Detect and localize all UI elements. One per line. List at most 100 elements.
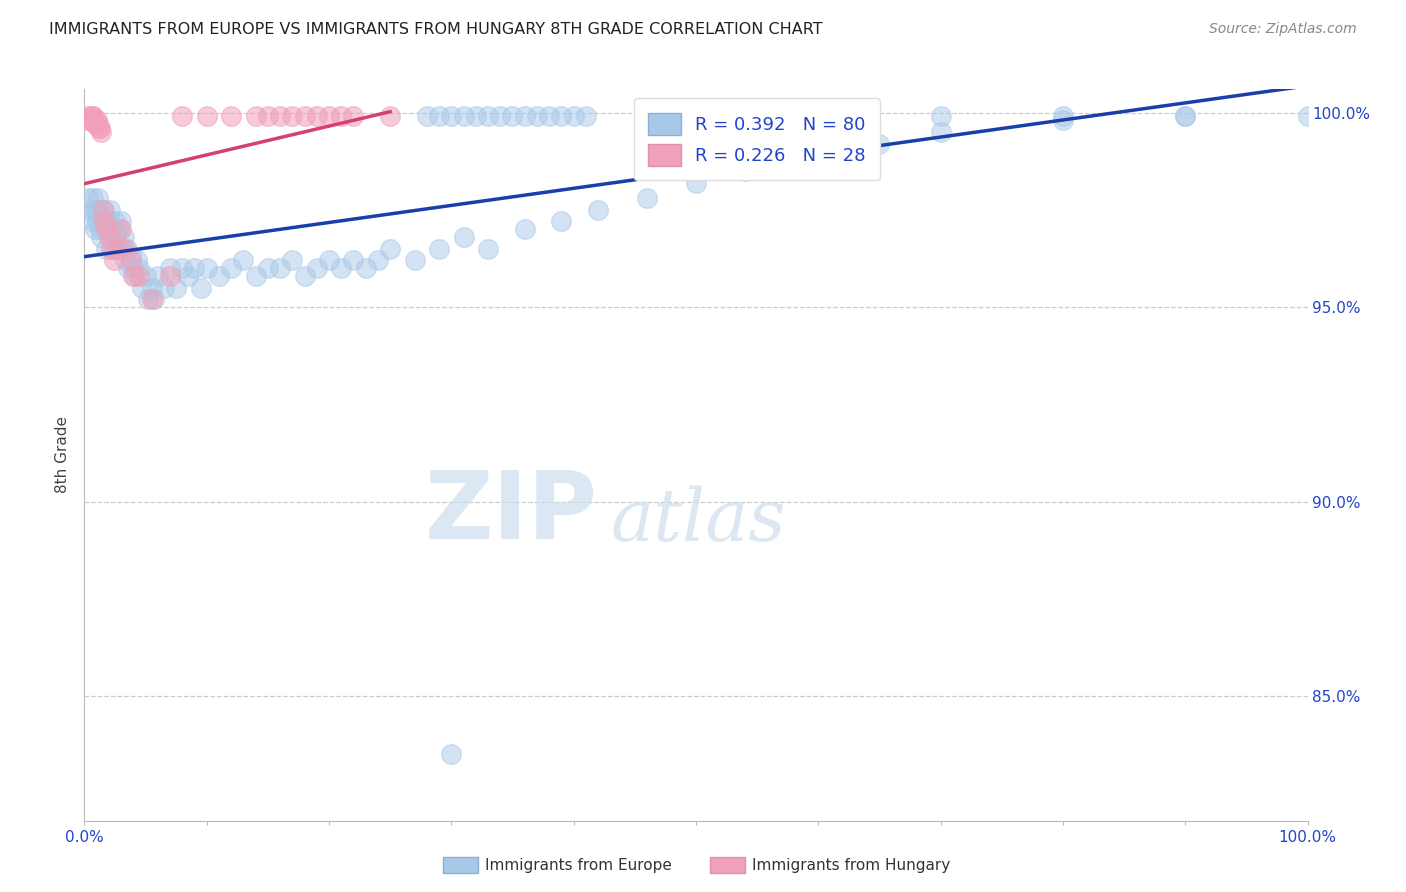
Point — [257, 110, 280, 124]
Point — [502, 110, 524, 124]
Point — [562, 110, 585, 124]
Point — [208, 268, 231, 283]
Point — [104, 214, 127, 228]
Point — [281, 253, 304, 268]
Point — [111, 242, 134, 256]
Point — [929, 125, 952, 139]
Point — [112, 230, 135, 244]
Point — [159, 261, 181, 276]
Point — [80, 110, 103, 124]
Point — [807, 110, 830, 124]
Point — [807, 145, 830, 159]
Point — [177, 268, 200, 283]
Point — [105, 242, 128, 256]
Point — [165, 280, 187, 294]
Point — [281, 110, 304, 124]
Point — [107, 222, 129, 236]
Point — [477, 242, 499, 256]
Point — [77, 113, 100, 128]
Point — [195, 110, 218, 124]
Point — [734, 164, 756, 178]
Point — [128, 268, 150, 283]
Point — [416, 110, 439, 124]
Point — [305, 261, 328, 276]
Point — [269, 261, 291, 276]
Point — [100, 242, 122, 256]
Point — [159, 268, 181, 283]
Point — [87, 117, 110, 131]
Text: IMMIGRANTS FROM EUROPE VS IMMIGRANTS FROM HUNGARY 8TH GRADE CORRELATION CHART: IMMIGRANTS FROM EUROPE VS IMMIGRANTS FRO… — [49, 22, 823, 37]
Point — [318, 253, 340, 268]
Point — [195, 261, 218, 276]
Text: Source: ZipAtlas.com: Source: ZipAtlas.com — [1209, 22, 1357, 37]
Point — [128, 261, 150, 276]
Point — [117, 261, 139, 276]
Point — [136, 293, 159, 307]
Point — [538, 110, 561, 124]
Point — [103, 242, 125, 256]
Point — [87, 191, 110, 205]
Point — [82, 110, 104, 124]
Point — [526, 110, 548, 124]
Point — [110, 222, 132, 236]
Point — [90, 230, 112, 244]
Point — [84, 113, 107, 128]
Point — [636, 191, 658, 205]
Point — [232, 253, 254, 268]
Point — [90, 125, 112, 139]
Point — [114, 253, 136, 268]
Point — [93, 202, 115, 217]
Point — [89, 222, 111, 236]
Point — [172, 261, 194, 276]
Point — [122, 261, 145, 276]
Point — [86, 113, 108, 128]
Point — [86, 214, 108, 228]
Point — [427, 110, 450, 124]
Text: ZIP: ZIP — [425, 467, 598, 559]
Point — [101, 222, 124, 236]
Point — [100, 230, 122, 244]
Point — [245, 268, 267, 283]
Point — [929, 110, 952, 124]
Point — [1296, 110, 1319, 124]
Point — [190, 280, 212, 294]
Point — [219, 261, 242, 276]
Point — [305, 110, 328, 124]
Point — [380, 110, 402, 124]
Point — [183, 261, 205, 276]
Point — [453, 110, 475, 124]
Point — [404, 253, 426, 268]
Point — [685, 176, 707, 190]
Point — [219, 110, 242, 124]
Point — [84, 222, 107, 236]
Point — [172, 110, 194, 124]
Point — [91, 202, 114, 217]
Point — [330, 110, 353, 124]
Point — [477, 110, 499, 124]
Point — [86, 202, 108, 217]
Point — [143, 293, 166, 307]
Point — [96, 242, 118, 256]
Point — [550, 110, 572, 124]
Point — [257, 261, 280, 276]
Text: atlas: atlas — [610, 485, 786, 556]
Point — [440, 110, 463, 124]
Point — [427, 242, 450, 256]
Point — [83, 202, 105, 217]
Point — [115, 242, 138, 256]
Point — [77, 110, 100, 124]
Point — [575, 110, 598, 124]
Point — [1052, 113, 1074, 128]
Point — [586, 202, 609, 217]
Point — [96, 222, 118, 236]
Point — [83, 113, 105, 128]
Point — [135, 268, 157, 283]
Point — [550, 214, 572, 228]
Point — [122, 268, 145, 283]
Point — [367, 253, 389, 268]
Text: Immigrants from Hungary: Immigrants from Hungary — [752, 858, 950, 872]
Point — [97, 222, 120, 236]
Point — [153, 280, 176, 294]
Point — [245, 110, 267, 124]
Point — [80, 214, 103, 228]
